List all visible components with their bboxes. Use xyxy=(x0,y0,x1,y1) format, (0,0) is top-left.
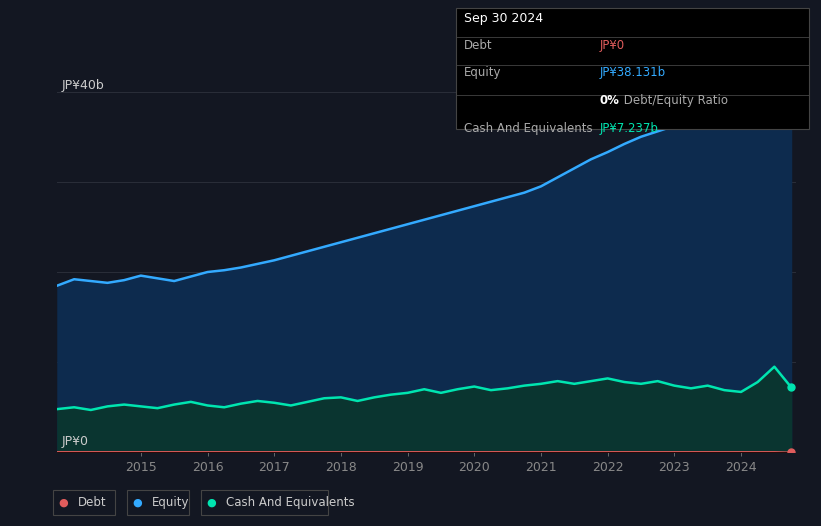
Text: 0%: 0% xyxy=(599,94,619,107)
Text: ●: ● xyxy=(58,498,68,508)
Text: Equity: Equity xyxy=(464,66,502,79)
Text: Cash And Equivalents: Cash And Equivalents xyxy=(226,497,355,509)
Text: Cash And Equivalents: Cash And Equivalents xyxy=(464,123,593,135)
Text: JP¥0: JP¥0 xyxy=(62,435,88,448)
Text: JP¥7.237b: JP¥7.237b xyxy=(599,123,658,135)
Text: JP¥0: JP¥0 xyxy=(599,39,625,52)
Text: Debt: Debt xyxy=(78,497,107,509)
Text: Sep 30 2024: Sep 30 2024 xyxy=(464,12,543,25)
Text: ●: ● xyxy=(132,498,142,508)
Text: Debt: Debt xyxy=(464,39,493,52)
Text: Debt/Equity Ratio: Debt/Equity Ratio xyxy=(620,94,728,107)
Text: ●: ● xyxy=(206,498,216,508)
Text: JP¥38.131b: JP¥38.131b xyxy=(599,66,666,79)
Text: Equity: Equity xyxy=(152,497,190,509)
Text: JP¥40b: JP¥40b xyxy=(62,79,104,92)
